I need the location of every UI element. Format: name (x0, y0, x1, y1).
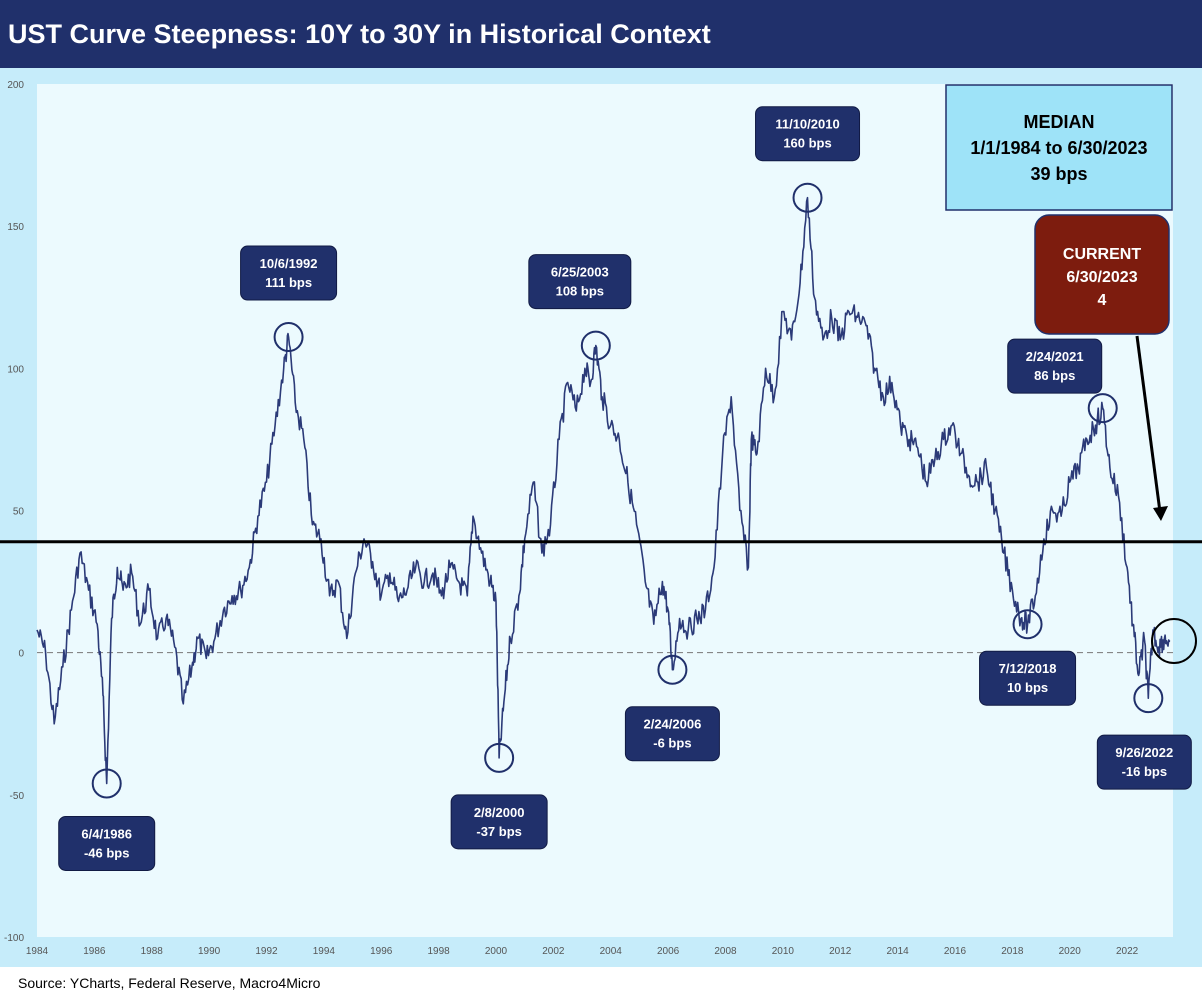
annotation-box (979, 650, 1077, 706)
annotation-date: 2/8/2000 (474, 805, 525, 820)
x-tick-label: 2002 (542, 946, 565, 957)
annotation-value: -6 bps (653, 736, 691, 751)
annotation-value: 111 bps (265, 275, 312, 290)
chart-title: UST Curve Steepness: 10Y to 30Y in Histo… (8, 19, 711, 49)
x-tick-label: 2016 (944, 946, 967, 957)
x-tick-label: 1994 (313, 946, 336, 957)
y-tick-label: -50 (10, 791, 25, 802)
y-tick-label: 100 (7, 364, 24, 375)
y-tick-label: 200 (7, 80, 24, 91)
annotation-box (1096, 734, 1192, 790)
annotation-date: 6/25/2003 (551, 265, 609, 280)
annotation-circle (580, 330, 611, 361)
median-box-line1: MEDIAN (1024, 112, 1095, 132)
annotation-value: 10 bps (1007, 680, 1048, 695)
x-tick-label: 2022 (1116, 946, 1139, 957)
current-circle (1151, 618, 1197, 664)
annotation-value: 86 bps (1034, 368, 1075, 383)
annotation-value: 108 bps (556, 284, 604, 299)
annotation-box (240, 245, 338, 301)
plot-area (37, 84, 1173, 937)
current-box-line1: CURRENT (1063, 246, 1141, 263)
chart-svg: 200 150 100 50 0 -50 -100 1984 1986 1988 1990 1992… (0, 80, 1202, 957)
annotation-circle (273, 322, 304, 353)
annotation-box (450, 794, 548, 850)
annotation-circle (792, 182, 823, 213)
annotation-date: 10/6/1992 (260, 256, 318, 271)
current-box: CURRENT 6/30/2023 4 (1034, 214, 1170, 335)
current-box-line2: 6/30/2023 (1066, 269, 1137, 286)
chart-frame: 200 150 100 50 0 -50 -100 1984 1986 1988 1990 1992… (0, 68, 1202, 967)
annotation-circle (484, 742, 515, 773)
x-tick-label: 1996 (370, 946, 393, 957)
x-tick-label: 2006 (657, 946, 680, 957)
annotation-circle (91, 768, 122, 799)
x-tick-label: 2000 (485, 946, 508, 957)
x-tick-label: 2004 (600, 946, 623, 957)
annotation-date: 2/24/2021 (1026, 349, 1084, 364)
annotation-value: -46 bps (84, 845, 130, 860)
current-arrow-head (1153, 506, 1168, 521)
x-tick-label: 1990 (198, 946, 221, 957)
x-tick-label: 1986 (83, 946, 106, 957)
title-bar: UST Curve Steepness: 10Y to 30Y in Histo… (0, 0, 1202, 68)
current-arrow (1135, 335, 1162, 513)
annotation-circle (657, 654, 688, 685)
x-tick-label: 1984 (26, 946, 49, 957)
y-tick-label: -100 (4, 933, 24, 944)
annotation-circle (1133, 683, 1164, 714)
annotation-value: -16 bps (1122, 764, 1168, 779)
annotation-box (1007, 338, 1103, 394)
annotation-date: 2/24/2006 (643, 717, 701, 732)
annotation-circle (1012, 609, 1043, 640)
x-tick-label: 2008 (714, 946, 737, 957)
x-axis: 1984 1986 1988 1990 1992 1994 1996 1998 2000 2002… (26, 946, 1139, 957)
x-tick-label: 2012 (829, 946, 852, 957)
annotation-box (755, 106, 861, 162)
annotation-box (58, 815, 156, 871)
x-tick-label: 1988 (141, 946, 164, 957)
y-tick-label: 0 (18, 649, 24, 660)
source-note: Source: YCharts, Federal Reserve, Macro4… (18, 975, 321, 991)
annotation-box (624, 706, 720, 762)
annotation-date: 9/26/2022 (1115, 745, 1173, 760)
annotation-circle (1087, 393, 1118, 424)
x-tick-label: 2020 (1059, 946, 1082, 957)
current-box-line3: 4 (1098, 292, 1107, 309)
x-tick-label: 1992 (255, 946, 278, 957)
x-tick-label: 2010 (772, 946, 795, 957)
median-box-line2: 1/1/1984 to 6/30/2023 (970, 138, 1147, 158)
annotations: 6/4/1986 -46 bps 10/6/1992 111 bps 2/8/2000 -… (58, 106, 1192, 871)
x-tick-label: 2018 (1001, 946, 1024, 957)
median-box-line3: 39 bps (1030, 164, 1087, 184)
y-axis: 200 150 100 50 0 -50 -100 (4, 80, 24, 944)
x-tick-label: 2014 (886, 946, 909, 957)
x-tick-label: 1998 (427, 946, 450, 957)
annotation-date: 6/4/1986 (81, 826, 132, 841)
median-box: MEDIAN 1/1/1984 to 6/30/2023 39 bps (945, 84, 1173, 211)
annotation-value: -37 bps (476, 824, 522, 839)
y-tick-label: 50 (13, 507, 25, 518)
y-tick-label: 150 (7, 222, 24, 233)
annotation-value: 160 bps (783, 136, 831, 151)
annotation-box (528, 254, 632, 310)
annotation-date: 7/12/2018 (999, 661, 1057, 676)
series-line (36, 196, 1171, 785)
annotation-date: 11/10/2010 (775, 117, 839, 132)
